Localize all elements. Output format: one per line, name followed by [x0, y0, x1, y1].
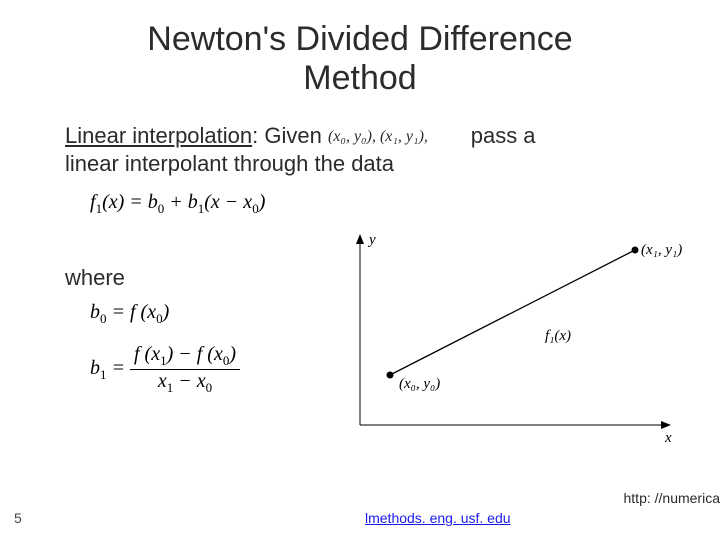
y-axis-arrow	[356, 234, 364, 244]
slide-number: 5	[14, 510, 22, 526]
interpolant-label: f₁(x)	[545, 328, 571, 344]
body-prefix: Linear interpolation	[65, 123, 252, 148]
x-axis-label: x	[664, 430, 672, 446]
b1-numerator: f (x1) − f (x0)	[130, 343, 240, 370]
point-p1-label: (x₁, y₁)	[641, 242, 682, 258]
interpolant-line	[390, 250, 635, 375]
body-text: Linear interpolation: Given (x₀, y₀), (x…	[0, 122, 720, 177]
body-mid: : Given	[252, 123, 328, 148]
title-line-2: Method	[303, 59, 416, 97]
body-points: (x₀, y₀), (x₁, y₁),	[328, 127, 428, 147]
b1-denominator: x1 − x0	[130, 370, 240, 396]
body-suffix1: pass a	[471, 123, 536, 148]
point-p0	[387, 372, 394, 379]
interpolation-plot: y x (x₀, y₀) (x₁, y₁) f₁(x)	[345, 230, 685, 460]
plot-svg: y x (x₀, y₀) (x₁, y₁) f₁(x)	[345, 230, 685, 460]
x-axis-arrow	[661, 421, 671, 429]
y-axis-label: y	[367, 232, 376, 248]
title-line-1: Newton's Divided Difference	[147, 20, 572, 58]
equation-f1: f1(x) = b0 + b1(x − x0)	[0, 177, 720, 225]
footer-right-text: http: //numerica	[624, 490, 720, 506]
footer-link[interactable]: lmethods. eng. usf. edu	[365, 510, 511, 526]
b1-fraction: f (x1) − f (x0) x1 − x0	[130, 343, 240, 396]
slide-title: Newton's Divided Difference Method	[0, 20, 720, 98]
body-line2: linear interpolant through the data	[65, 151, 394, 176]
point-p0-label: (x₀, y₀)	[399, 376, 440, 392]
point-p1	[632, 247, 639, 254]
